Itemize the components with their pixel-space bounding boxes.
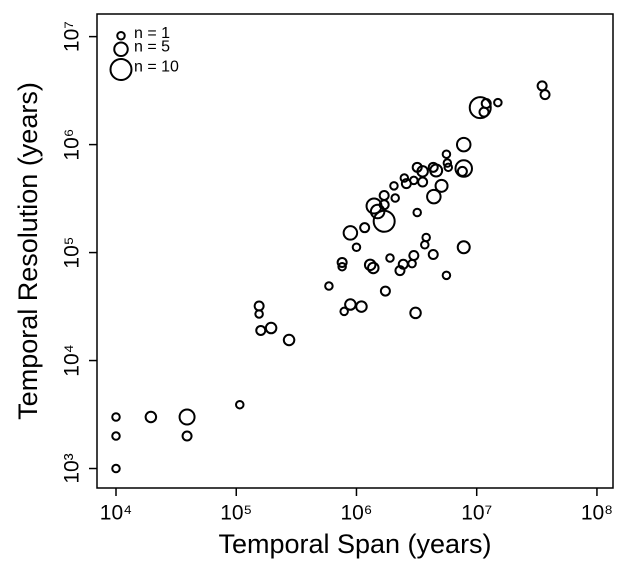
bubble bbox=[336, 256, 348, 268]
bubble bbox=[480, 98, 492, 110]
bubble bbox=[255, 324, 267, 336]
bubble bbox=[493, 97, 503, 108]
bubble bbox=[378, 189, 390, 201]
y-tick-label: 10³ bbox=[61, 453, 84, 483]
bubble bbox=[421, 232, 431, 243]
bubble bbox=[385, 253, 395, 263]
y-tick-label: 10⁴ bbox=[61, 344, 84, 376]
bubble bbox=[426, 188, 442, 205]
x-tick-label: 10⁶ bbox=[340, 502, 372, 525]
bubble bbox=[536, 80, 548, 92]
y-tick-label: 10⁷ bbox=[61, 21, 84, 52]
bubble bbox=[468, 96, 492, 120]
bubble bbox=[441, 270, 452, 281]
bubble bbox=[264, 321, 278, 335]
legend-label: n = 1 bbox=[134, 25, 170, 42]
bubble bbox=[363, 258, 377, 272]
bubble bbox=[539, 89, 551, 101]
bubble bbox=[367, 261, 380, 275]
bubble bbox=[429, 163, 444, 178]
bubble bbox=[342, 225, 359, 241]
bubble bbox=[409, 175, 419, 186]
y-axis-label: Temporal Resolution (years) bbox=[13, 82, 43, 420]
bubble bbox=[409, 306, 422, 320]
bubble bbox=[441, 149, 452, 159]
bubble bbox=[412, 207, 422, 218]
bubble bbox=[359, 222, 371, 234]
bubble bbox=[351, 242, 362, 253]
bubble bbox=[416, 165, 429, 178]
x-tick-label: 10⁵ bbox=[220, 502, 252, 525]
bubble bbox=[443, 162, 454, 173]
legend-label: n = 5 bbox=[134, 38, 170, 55]
bubble bbox=[111, 412, 121, 422]
bubble bbox=[454, 159, 473, 178]
bubble bbox=[389, 181, 399, 191]
x-tick-label: 10⁸ bbox=[581, 502, 613, 525]
bubble bbox=[111, 463, 121, 474]
legend-marker bbox=[116, 31, 126, 41]
bubble bbox=[408, 249, 420, 261]
x-tick-label: 10⁴ bbox=[100, 502, 132, 525]
bubble bbox=[390, 193, 400, 203]
bubble bbox=[339, 306, 349, 317]
y-tick-label: 10⁵ bbox=[61, 237, 84, 269]
bubble bbox=[178, 408, 196, 426]
x-axis-label: Temporal Span (years) bbox=[218, 529, 491, 559]
bubble bbox=[379, 285, 391, 297]
bubble bbox=[282, 333, 296, 347]
bubble bbox=[254, 309, 264, 319]
bubble bbox=[324, 281, 334, 291]
bubble bbox=[337, 261, 347, 272]
bubble bbox=[417, 176, 429, 188]
bubble bbox=[372, 209, 396, 233]
bubble bbox=[399, 173, 410, 183]
bubble bbox=[344, 298, 357, 311]
bubble bbox=[420, 240, 430, 250]
bubble bbox=[235, 399, 245, 410]
bubble bbox=[455, 136, 472, 153]
legend-marker bbox=[109, 58, 133, 81]
bubble bbox=[427, 161, 439, 173]
y-tick-label: 10⁶ bbox=[61, 129, 84, 161]
bubble bbox=[434, 178, 449, 193]
legend-label: n = 10 bbox=[134, 59, 179, 76]
bubble bbox=[407, 258, 417, 269]
bubble bbox=[253, 300, 265, 312]
bubble bbox=[181, 430, 193, 442]
plot-frame bbox=[96, 13, 614, 489]
bubble bbox=[427, 248, 439, 260]
legend-marker bbox=[113, 41, 129, 57]
bubble bbox=[111, 431, 121, 441]
x-tick-label: 10⁷ bbox=[461, 502, 492, 525]
bubble bbox=[442, 158, 453, 168]
bubble bbox=[456, 240, 471, 255]
bubble bbox=[355, 300, 368, 313]
bubble bbox=[144, 410, 158, 424]
